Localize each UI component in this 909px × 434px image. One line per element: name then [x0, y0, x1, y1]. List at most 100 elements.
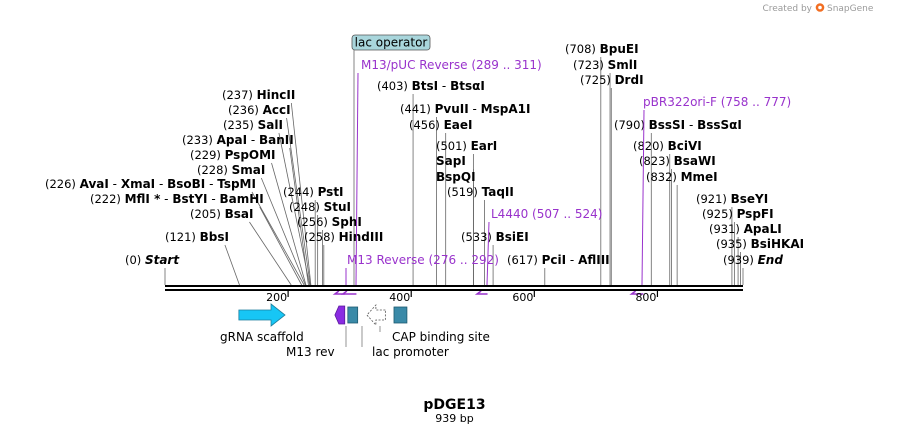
primer-binding-arrow: [629, 290, 644, 295]
site-label-sphi: (256) SphI: [297, 215, 362, 229]
site-label-bsawi: (823) BsaWI: [639, 154, 716, 168]
site-position: (256): [297, 215, 332, 229]
site-enzyme-name: MflI *: [125, 192, 161, 206]
site-label-bsssi-bsss-i: (790) BssSI - BssSαI: [614, 118, 742, 132]
feature-label-cap-binding-site: CAP binding site: [392, 330, 490, 344]
site-enzyme-name: BanII: [259, 133, 294, 147]
site-separator: -: [685, 118, 697, 132]
site-enzyme-name: PvuII: [435, 102, 469, 116]
site-separator: -: [155, 177, 167, 191]
site-position: (229): [190, 148, 225, 162]
primer-range: (507 .. 524): [532, 207, 602, 221]
site-enzyme-name: EarI: [471, 139, 498, 153]
site-separator: -: [469, 102, 481, 116]
site-separator: -: [109, 177, 121, 191]
site-enzyme-name: BamHI: [219, 192, 263, 206]
primer-range: (276 .. 292): [429, 253, 499, 267]
tick-label-400: 400: [389, 291, 410, 304]
axis-ticks: 200 400 600 800: [266, 291, 659, 304]
site-position: (708): [565, 42, 600, 56]
leader-line: [286, 117, 311, 286]
feature-m13-rev: [334, 305, 346, 325]
credit-text: Created by: [762, 4, 812, 14]
site-separator: -: [438, 79, 450, 93]
site-enzyme-name: BssSI: [649, 118, 686, 132]
site-enzyme-name: DrdI: [615, 73, 644, 87]
site-separator: -: [160, 192, 172, 206]
site-label-pspfi: (925) PspFI: [702, 207, 774, 221]
site-position: (248): [289, 200, 324, 214]
site-position: (832): [646, 170, 681, 184]
site-position: (233): [182, 133, 217, 147]
site-label-eaei: (456) EaeI: [409, 118, 473, 132]
site-leaders: [164, 50, 744, 286]
site-enzyme-name: ApaLI: [744, 222, 782, 236]
brand-text: SnapGene: [827, 4, 874, 14]
site-enzyme-name: HindIII: [339, 230, 384, 244]
site-enzyme-name: SmlI: [608, 58, 638, 72]
site-label-bsihkai: (935) BsiHKAI: [716, 237, 804, 251]
site-label-drdi: (725) DrdI: [580, 73, 644, 87]
site-label-pspomi: (229) PspOMI: [190, 148, 276, 162]
site-enzyme-name: BseYI: [731, 192, 769, 206]
primer-l4440: L4440 (507 .. 524): [491, 207, 602, 221]
site-enzyme-name: BsoBI: [167, 177, 205, 191]
site-enzyme-name: PciI: [542, 253, 567, 267]
site-enzyme-name: BpuEI: [600, 42, 639, 56]
site-enzyme-name: BsaWI: [674, 154, 716, 168]
site-label-taqii: (519) TaqII: [447, 185, 514, 199]
site-enzyme-name: AccI: [263, 103, 291, 117]
feature-label-lac-promoter: lac promoter: [372, 345, 449, 359]
tick-label-200: 200: [266, 291, 287, 304]
site-separator: -: [208, 192, 220, 206]
site-label-bseyi: (921) BseYI: [696, 192, 768, 206]
site-position: (121): [165, 230, 200, 244]
site-enzyme-name: BssSαI: [697, 118, 742, 132]
leader-line: [260, 177, 306, 286]
site-label-mmei: (832) MmeI: [646, 170, 718, 184]
site-label-bspqi: BspQI: [436, 170, 476, 184]
site-label-bsai: (205) BsaI: [190, 207, 253, 221]
site-position: (237): [222, 88, 257, 102]
primer-leader: [355, 72, 359, 286]
site-label-acci: (236) AccI: [228, 103, 291, 117]
site-enzyme-name: TspMI: [217, 177, 256, 191]
primer-pbr322ori-f: pBR322ori-F (758 .. 777): [643, 95, 791, 109]
site-enzyme-name: AvaI: [80, 177, 109, 191]
site-position: (921): [696, 192, 731, 206]
primer-m13-reverse: M13 Reverse (276 .. 292): [347, 253, 499, 267]
primer-name: M13 Reverse: [347, 253, 429, 267]
primer-name: M13/pUC Reverse: [361, 58, 471, 72]
site-enzyme-name: SalI: [258, 118, 283, 132]
site-enzyme-name: SmaI: [232, 163, 266, 177]
site-position: (820): [633, 139, 668, 153]
site-position: (258): [304, 230, 339, 244]
site-label-apai-banii: (233) ApaI - BanII: [182, 133, 294, 147]
leader-line: [224, 244, 240, 286]
site-enzyme-name: TaqII: [482, 185, 514, 199]
site-position: (533): [461, 230, 496, 244]
primer-range: (289 .. 311): [471, 58, 541, 72]
leader-line: [271, 162, 307, 286]
site-enzyme-name: BtsI: [412, 79, 439, 93]
site-position: (501): [436, 139, 471, 153]
primer-binding-arrow: [332, 290, 345, 295]
site-enzyme-name: BsiEI: [496, 230, 529, 244]
site-enzyme-name: HincII: [257, 88, 296, 102]
primer-name: pBR322ori-F: [643, 95, 721, 109]
site-enzyme-name: MmeI: [681, 170, 718, 184]
site-position: (823): [639, 154, 674, 168]
site-label-bcivi: (820) BciVI: [633, 139, 702, 153]
site-enzyme-name: MspA1I: [481, 102, 531, 116]
site-label-pvuii-mspa1i: (441) PvuII - MspA1I: [400, 102, 530, 116]
primer-m13-puc-reverse: M13/pUC Reverse (289 .. 311): [361, 58, 542, 72]
site-position: (228): [197, 163, 232, 177]
site-label-sali: (235) SalI: [223, 118, 283, 132]
lac-operator-tag: lac operator: [351, 34, 431, 51]
site-label-apali: (931) ApaLI: [709, 222, 782, 236]
site-position: (226): [45, 177, 80, 191]
site-label-smai: (228) SmaI: [197, 163, 265, 177]
site-label-eari: (501) EarI: [436, 139, 497, 153]
site-label-psti: (244) PstI: [283, 185, 344, 199]
